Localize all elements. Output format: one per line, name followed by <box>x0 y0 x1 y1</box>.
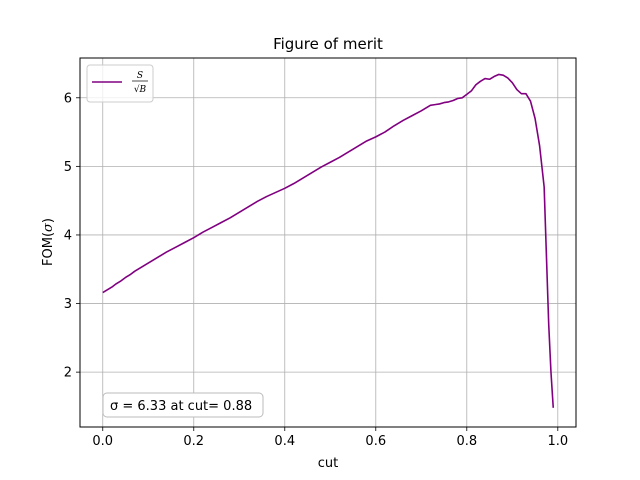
x-tick-label: 0.4 <box>274 434 295 449</box>
y-tick-label: 6 <box>64 91 72 106</box>
x-axis-label: cut <box>318 456 338 471</box>
legend-label-numerator: S <box>137 71 143 81</box>
y-tick-label: 5 <box>64 160 72 175</box>
x-tick-label: 1.0 <box>547 434 568 449</box>
legend: S √B <box>86 64 154 103</box>
x-tick-label: 0.6 <box>365 434 386 449</box>
ticks: 0.0 0.2 0.4 0.6 0.8 1.0 2 3 4 5 6 <box>64 91 568 449</box>
legend-box <box>86 64 154 103</box>
y-axis-label: FOM(σ) <box>41 218 56 266</box>
y-tick-label: 4 <box>64 228 72 243</box>
series-line-fom <box>102 73 555 408</box>
y-tick-label: 2 <box>64 366 72 381</box>
annotation-text: σ = 6.33 at cut= 0.88 <box>110 399 252 414</box>
axes-frame <box>79 57 577 428</box>
x-tick-label: 0.8 <box>456 434 477 449</box>
series-group <box>102 73 555 408</box>
legend-label-denominator: √B <box>134 84 147 95</box>
grid <box>80 58 576 427</box>
x-tick-label: 0.2 <box>183 434 204 449</box>
x-tick-label: 0.0 <box>92 434 113 449</box>
y-tick-label: 3 <box>64 297 72 312</box>
chart-title: Figure of merit <box>273 35 383 53</box>
annotation: σ = 6.33 at cut= 0.88 <box>102 392 264 418</box>
annotation-box <box>102 392 264 418</box>
